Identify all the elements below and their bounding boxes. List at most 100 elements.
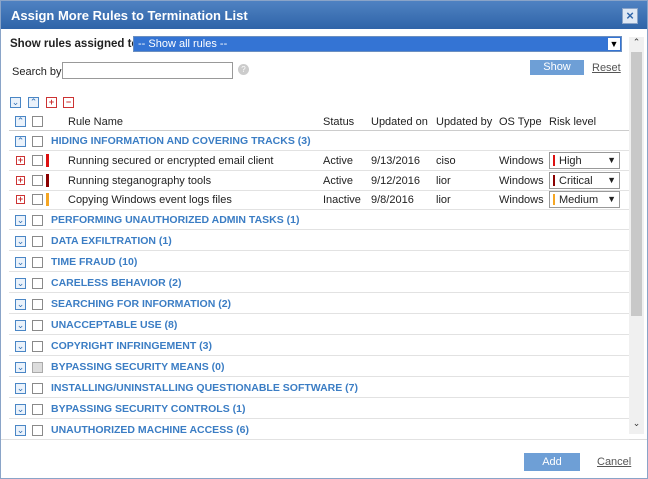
scroll-thumb[interactable] (631, 52, 642, 316)
close-button[interactable]: × (622, 8, 638, 24)
group-toggle[interactable]: ⌄ (15, 277, 26, 289)
group-row-border (9, 417, 629, 419)
group-row-border (9, 228, 629, 230)
group-toggle[interactable]: ⌃ (15, 136, 26, 147)
cancel-link[interactable]: Cancel (597, 456, 632, 468)
group-checkbox[interactable] (32, 298, 43, 310)
group-checkbox[interactable] (32, 277, 43, 289)
group-checkbox[interactable] (32, 403, 43, 415)
group-checkbox[interactable] (32, 235, 43, 247)
group-toggle[interactable]: ⌄ (15, 214, 26, 226)
add-button[interactable]: Add (524, 453, 580, 471)
show-label: Show (543, 61, 571, 73)
group-name[interactable]: TIME FRAUD (10) (51, 255, 138, 268)
filter-value: -- Show all rules -- (138, 38, 228, 50)
rule-status: Active (323, 155, 353, 167)
group-name[interactable]: DATA EXFILTRATION (1) (51, 234, 172, 247)
rule-checkbox[interactable] (32, 155, 43, 166)
search-input[interactable] (62, 62, 233, 79)
group-checkbox[interactable] (32, 319, 43, 331)
expand-all-icon[interactable]: ⌄ (10, 97, 21, 108)
group-toggle[interactable]: ⌄ (15, 424, 26, 436)
risk-value: Medium (559, 194, 599, 206)
filter-dropdown[interactable]: -- Show all rules -- ▼ (133, 36, 622, 52)
group-checkbox[interactable] (32, 214, 43, 226)
risk-arrow: ▼ (607, 174, 616, 185)
rule-name[interactable]: Running steganography tools (68, 174, 212, 187)
group-name[interactable]: BYPASSING SECURITY CONTROLS (1) (51, 402, 246, 415)
column-header[interactable]: Rule Name (68, 116, 124, 128)
column-header[interactable]: Status (323, 116, 355, 128)
group-name[interactable]: HIDING INFORMATION AND COVERING TRACKS (… (51, 135, 311, 147)
scroll-down[interactable]: ⌄ (632, 418, 641, 428)
rule-checkbox[interactable] (32, 194, 43, 205)
group-name[interactable]: PERFORMING UNAUTHORIZED ADMIN TASKS (1) (51, 213, 300, 226)
rule-row-border (9, 170, 629, 171)
column-header[interactable]: Risk level (549, 116, 597, 128)
help-icon[interactable]: ? (238, 64, 249, 75)
risk-dropdown[interactable]: Critical ▼ (549, 171, 620, 189)
group-checkbox[interactable] (32, 361, 43, 373)
group-name[interactable]: BYPASSING SECURITY MEANS (0) (51, 360, 225, 373)
rule-updated-by: lior (436, 194, 451, 206)
column-header[interactable]: Updated by (436, 116, 493, 128)
risk-arrow: ▼ (607, 155, 616, 165)
group-name[interactable]: COPYRIGHT INFRINGEMENT (3) (51, 339, 213, 352)
group-name[interactable]: SEARCHING FOR INFORMATION (2) (51, 297, 232, 310)
group-row-border (9, 438, 629, 440)
rule-status: Active (323, 174, 353, 187)
column-header[interactable]: OS Type (499, 116, 542, 128)
group-row-border (9, 375, 629, 377)
dialog-title: Assign More Rules to Termination List (11, 8, 248, 23)
risk-dropdown[interactable]: High ▼ (549, 152, 620, 169)
reset-link[interactable]: Reset (592, 62, 621, 74)
show-button[interactable]: Show (530, 60, 584, 75)
rule-name[interactable]: Copying Windows event logs files (68, 194, 232, 206)
group-checkbox[interactable] (32, 136, 43, 147)
filter-label: Show rules assigned to (10, 38, 139, 50)
rule-checkbox[interactable] (32, 174, 43, 186)
group-name[interactable]: CARELESS BEHAVIOR (2) (51, 276, 182, 289)
rule-expand[interactable]: + (16, 194, 25, 204)
group-toggle[interactable]: ⌄ (15, 382, 26, 394)
rule-status: Inactive (323, 194, 361, 206)
group-name[interactable]: UNACCEPTABLE USE (8) (51, 318, 178, 331)
rule-updated-by: lior (436, 174, 451, 187)
group-name[interactable]: UNAUTHORIZED MACHINE ACCESS (6) (51, 423, 249, 436)
risk-color-bar (553, 194, 555, 205)
group-toggle[interactable]: ⌄ (15, 256, 26, 268)
group-checkbox[interactable] (32, 382, 43, 394)
search-label: Search by: (12, 66, 65, 78)
collapse-rules-icon[interactable]: − (63, 97, 74, 108)
group-toggle[interactable]: ⌄ (15, 403, 26, 415)
group-row-border (9, 291, 629, 293)
group-toggle[interactable]: ⌄ (15, 361, 26, 373)
rule-os: Windows (499, 174, 544, 187)
rule-expand[interactable]: + (16, 174, 25, 185)
risk-dropdown[interactable]: Medium ▼ (549, 191, 620, 208)
header-toggle[interactable]: ⌃ (15, 116, 26, 127)
group-toggle[interactable]: ⌄ (15, 298, 26, 310)
group-row-border (9, 396, 629, 398)
rule-row-border (9, 189, 629, 191)
expand-rules-icon[interactable]: + (46, 97, 57, 108)
rule-os: Windows (499, 194, 544, 206)
rule-name[interactable]: Running secured or encrypted email clien… (68, 155, 274, 167)
rule-expand[interactable]: + (16, 155, 25, 165)
group-row-border (9, 150, 629, 151)
group-checkbox[interactable] (32, 256, 43, 268)
collapse-all-icon[interactable]: ⌃ (28, 97, 39, 108)
risk-value: Critical (559, 174, 593, 187)
column-header[interactable]: Updated on (371, 116, 428, 128)
header-checkbox[interactable] (32, 116, 43, 127)
group-toggle[interactable]: ⌄ (15, 340, 26, 352)
table-header (9, 113, 629, 131)
group-toggle[interactable]: ⌄ (15, 235, 26, 247)
group-checkbox[interactable] (32, 340, 43, 352)
group-toggle[interactable]: ⌄ (15, 319, 26, 331)
scroll-up[interactable]: ⌃ (632, 37, 641, 47)
group-name[interactable]: INSTALLING/UNINSTALLING QUESTIONABLE SOF… (51, 381, 359, 394)
rule-updated-on: 9/13/2016 (371, 155, 420, 167)
group-checkbox[interactable] (32, 424, 43, 436)
